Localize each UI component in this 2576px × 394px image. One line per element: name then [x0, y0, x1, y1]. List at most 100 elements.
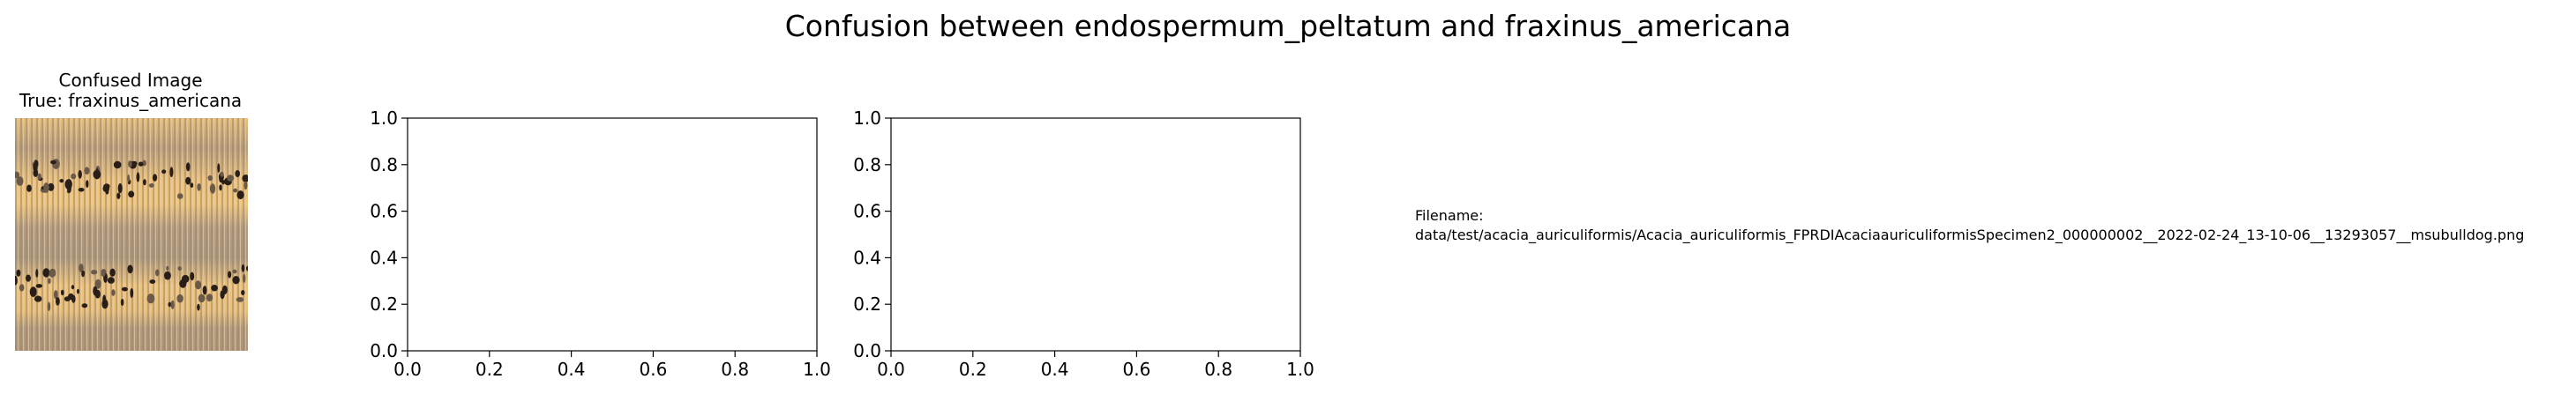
- y-tick-label: 0.6: [370, 201, 398, 222]
- figure-suptitle: Confusion between endospermum_peltatum a…: [784, 9, 1792, 43]
- wood-pore: [164, 271, 171, 280]
- wood-pore: [243, 181, 248, 190]
- axes-2: 0.0 0.2 0.4 0.6 0.8 1.0 0.0 0.2 0.4 0.6 0.8 1.0: [853, 108, 1314, 380]
- wood-pore: [207, 175, 213, 182]
- wood-pore: [34, 295, 42, 302]
- wood-pore: [77, 288, 79, 294]
- wood-pore: [185, 162, 191, 172]
- y-tick-label: 0.8: [853, 154, 881, 175]
- wood-pore: [197, 183, 201, 191]
- wood-pore: [143, 179, 146, 186]
- wood-pore: [130, 287, 134, 299]
- wood-pore: [15, 171, 20, 179]
- wood-pore: [136, 172, 140, 182]
- wood-pore: [94, 279, 101, 289]
- wood-pore: [221, 285, 228, 294]
- wood-pore: [113, 160, 122, 169]
- wood-pore: [15, 275, 18, 286]
- wood-pore: [120, 299, 124, 306]
- wood-pore: [236, 190, 244, 200]
- wood-pore: [102, 294, 107, 304]
- wood-pore: [48, 182, 55, 191]
- wood-pore: [68, 293, 74, 301]
- wood-pore: [243, 273, 246, 283]
- wood-pore: [209, 183, 216, 194]
- x-tick-label: 0.4: [558, 359, 586, 380]
- wood-pore: [93, 286, 98, 296]
- wood-pore: [121, 286, 128, 292]
- wood-pore: [211, 285, 219, 292]
- x-tick-label: 0.8: [721, 359, 749, 380]
- x-tick-label: 0.2: [959, 359, 987, 380]
- y-tick-label: 1.0: [370, 108, 398, 129]
- wood-pore: [56, 297, 60, 306]
- wood-pore: [71, 285, 75, 290]
- wood-pore: [64, 179, 72, 190]
- wood-pore: [101, 271, 106, 277]
- wood-pore: [185, 176, 191, 185]
- wood-pore: [19, 284, 25, 292]
- wood-pore: [177, 266, 182, 271]
- wood-pore: [220, 171, 224, 177]
- wood-pore: [195, 280, 202, 290]
- wood-pore: [190, 271, 195, 281]
- wood-pore: [146, 294, 155, 304]
- x-tick-label: 0.0: [877, 359, 905, 380]
- y-tick-label: 0.0: [370, 340, 398, 361]
- x-tick-label: 1.0: [803, 359, 831, 380]
- wood-pore: [111, 289, 116, 296]
- wood-pore: [206, 294, 213, 301]
- wood-pore: [48, 278, 51, 285]
- wood-pore: [53, 290, 58, 300]
- wood-pore: [138, 161, 144, 167]
- wood-pore: [35, 284, 43, 288]
- wood-pore: [221, 180, 225, 185]
- y-tick-label: 0.4: [370, 247, 398, 268]
- y-tick-label: 0.6: [853, 201, 881, 222]
- wood-pore: [128, 190, 135, 198]
- wood-pore: [26, 274, 31, 282]
- wood-pore: [128, 160, 132, 168]
- wood-pore: [127, 174, 131, 182]
- wood-pore: [170, 300, 175, 309]
- wood-pore: [166, 265, 169, 271]
- wood-pore: [219, 184, 222, 191]
- wood-pore: [155, 269, 160, 277]
- wood-pore: [42, 268, 50, 278]
- filename-path: data/test/acacia_auriculiformis/Acacia_a…: [1415, 227, 2525, 243]
- wood-pore: [78, 169, 82, 179]
- wood-pore: [26, 184, 32, 192]
- wood-pore: [242, 175, 248, 182]
- wood-pore: [16, 176, 24, 186]
- wood-pore: [117, 182, 123, 194]
- wood-pore: [236, 297, 244, 302]
- wood-pore: [233, 188, 238, 193]
- x-tick-label: 0.2: [476, 359, 504, 380]
- wood-pore: [86, 180, 89, 189]
- wood-pore: [33, 168, 39, 177]
- y-tick-label: 0.8: [370, 154, 398, 175]
- x-tick-label: 0.6: [1122, 359, 1150, 380]
- wood-pore: [232, 269, 237, 274]
- x-tick-label: 0.6: [639, 359, 667, 380]
- wood-pore: [149, 279, 156, 284]
- wood-pore: [50, 160, 56, 165]
- wood-pore: [43, 182, 49, 193]
- wood-pore: [246, 265, 248, 271]
- y-tick-label: 0.2: [370, 294, 398, 315]
- wood-pore: [232, 276, 240, 285]
- wood-pore: [132, 160, 138, 167]
- wood-pore: [59, 179, 64, 183]
- wood-pore: [161, 169, 167, 174]
- wood-pore: [176, 294, 183, 303]
- axes-1: 0.0 0.2 0.4 0.6 0.8 1.0 0.0 0.2 0.4 0.6 0.8 1.0: [370, 108, 831, 380]
- wood-pore: [116, 192, 121, 199]
- wood-pore: [107, 277, 115, 284]
- wood-pore: [79, 264, 84, 272]
- axes-frame: [890, 117, 1301, 352]
- wood-pore: [148, 183, 154, 188]
- wood-pore: [109, 268, 116, 277]
- filename-panel: Filename: data/test/acacia_auriculiformi…: [1415, 206, 2524, 245]
- wood-pore: [16, 269, 21, 277]
